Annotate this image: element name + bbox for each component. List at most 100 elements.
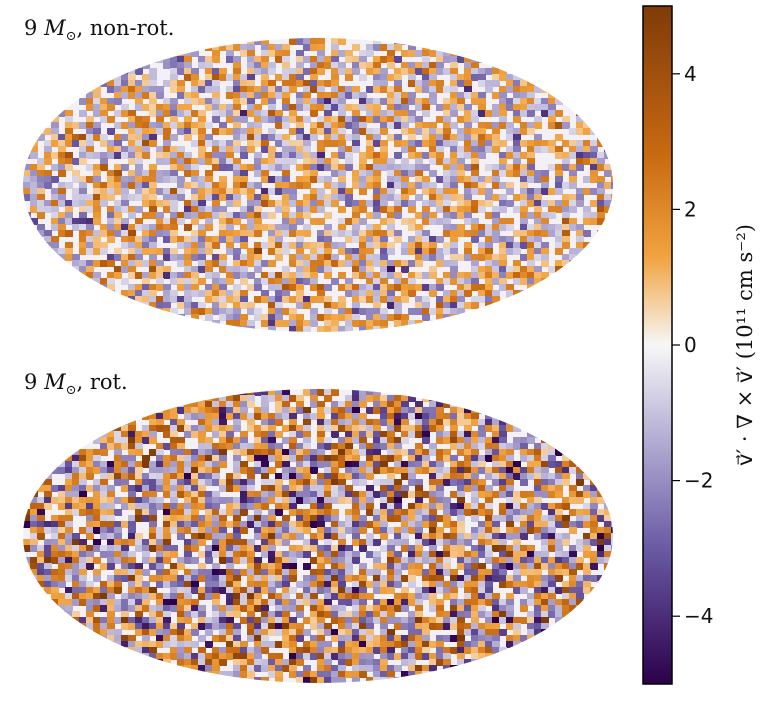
map-cell [72,308,80,315]
map-cell [324,80,332,87]
map-cell [254,425,262,432]
map-cell [121,200,129,207]
map-cell [541,188,549,195]
map-cell [121,224,129,231]
map-cell [205,212,213,219]
map-cell [408,128,416,135]
map-cell [254,278,262,285]
map-cell [310,413,318,420]
map-cell [72,44,80,51]
map-cell [534,218,542,225]
map-cell [30,521,38,528]
map-cell [163,134,171,141]
map-cell [527,140,535,147]
map-cell [65,290,73,297]
map-cell [492,164,500,171]
map-cell [324,497,332,504]
map-cell [415,236,423,243]
map-cell [254,218,262,225]
map-cell [331,326,339,332]
map-cell [51,116,59,123]
map-cell [436,497,444,504]
map-cell [499,68,507,75]
map-cell [443,134,451,141]
map-cell [548,80,556,87]
map-cell [331,545,339,552]
map-cell [352,116,360,123]
map-cell [443,437,451,444]
map-cell [394,236,402,243]
map-cell [289,74,297,81]
map-cell [436,206,444,213]
map-cell [471,467,479,474]
map-cell [583,176,591,183]
map-cell [114,98,122,105]
map-cell [408,491,416,498]
map-cell [345,425,353,432]
map-cell [485,395,493,402]
map-cell [114,308,122,315]
map-cell [93,431,101,438]
map-cell [520,521,528,528]
map-cell [583,443,591,450]
map-cell [520,242,528,249]
map-cell [338,437,346,444]
map-cell [170,254,178,261]
map-cell [72,461,80,468]
map-cell [44,56,52,63]
map-cell [254,110,262,117]
map-cell [541,38,549,45]
map-cell [23,389,31,396]
map-cell [520,68,528,75]
map-cell [499,326,507,332]
map-cell [527,389,535,396]
map-cell [611,122,613,129]
map-cell [58,38,66,45]
map-cell [226,290,234,297]
map-cell [58,134,66,141]
map-cell [415,158,423,165]
map-cell [345,278,353,285]
map-cell [471,62,479,69]
map-cell [366,407,374,414]
map-cell [583,302,591,309]
map-cell [555,122,563,129]
map-cell [464,188,472,195]
map-cell [541,431,549,438]
map-cell [415,122,423,129]
map-cell [65,38,73,45]
map-cell [562,461,570,468]
map-cell [541,461,549,468]
map-cell [338,491,346,498]
map-cell [422,110,430,117]
map-cell [436,503,444,510]
map-cell [79,308,87,315]
map-cell [177,320,185,327]
map-cell [401,194,409,201]
map-cell [268,521,276,528]
map-cell [541,419,549,426]
map-cell [380,314,388,321]
map-cell [324,176,332,183]
map-cell [240,551,248,558]
map-cell [261,80,269,87]
map-cell [485,419,493,426]
map-cell [513,308,521,315]
map-cell [506,224,514,231]
map-cell [555,521,563,528]
map-cell [240,527,248,534]
map-cell [464,68,472,75]
map-cell [128,152,136,159]
map-cell [51,461,59,468]
map-cell [450,170,458,177]
map-cell [93,128,101,135]
map-cell [485,527,493,534]
map-cell [527,146,535,153]
map-cell [268,455,276,462]
map-cell [198,308,206,315]
map-cell [485,413,493,420]
map-cell [121,74,129,81]
map-cell [58,272,66,279]
map-cell [387,164,395,171]
map-cell [464,425,472,432]
